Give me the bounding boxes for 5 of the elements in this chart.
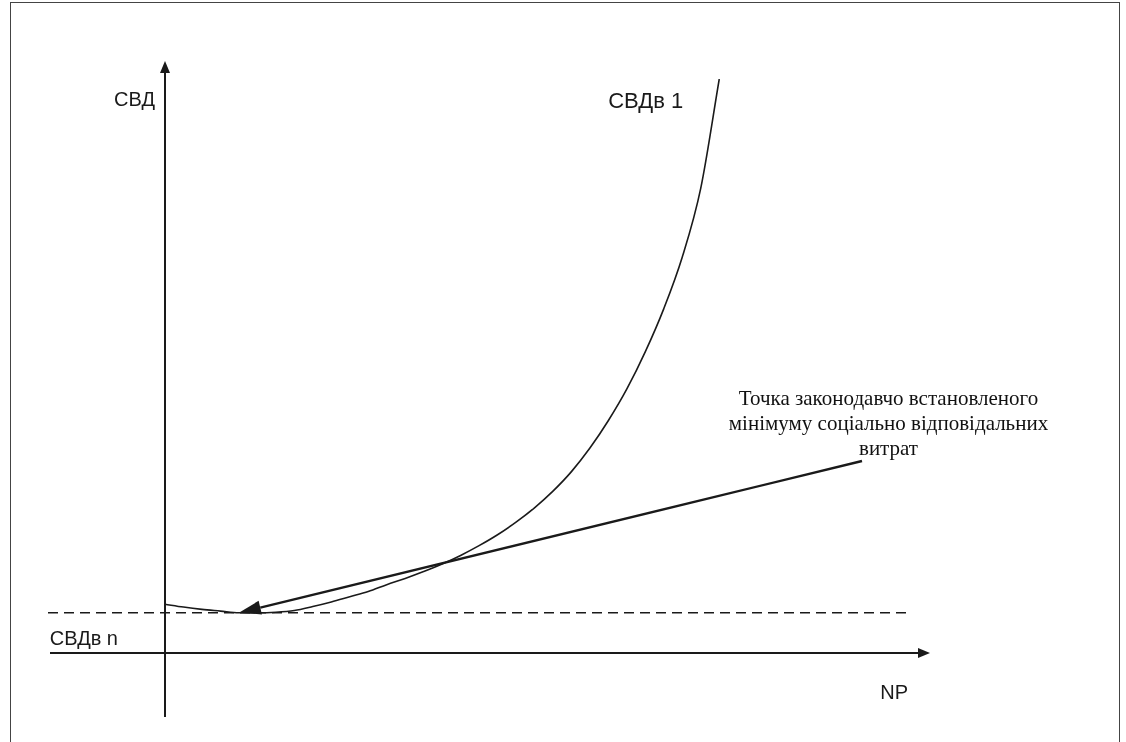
y-axis-title: СВД xyxy=(114,87,156,110)
annotation: Точка законодавчо встановленого мінімуму соціально відповідальних витрат xyxy=(727,386,1050,461)
ref-line-label: СВДв n xyxy=(49,627,118,650)
series-label: СВДв 1 xyxy=(608,88,684,114)
x-axis-title: NP xyxy=(880,680,908,703)
